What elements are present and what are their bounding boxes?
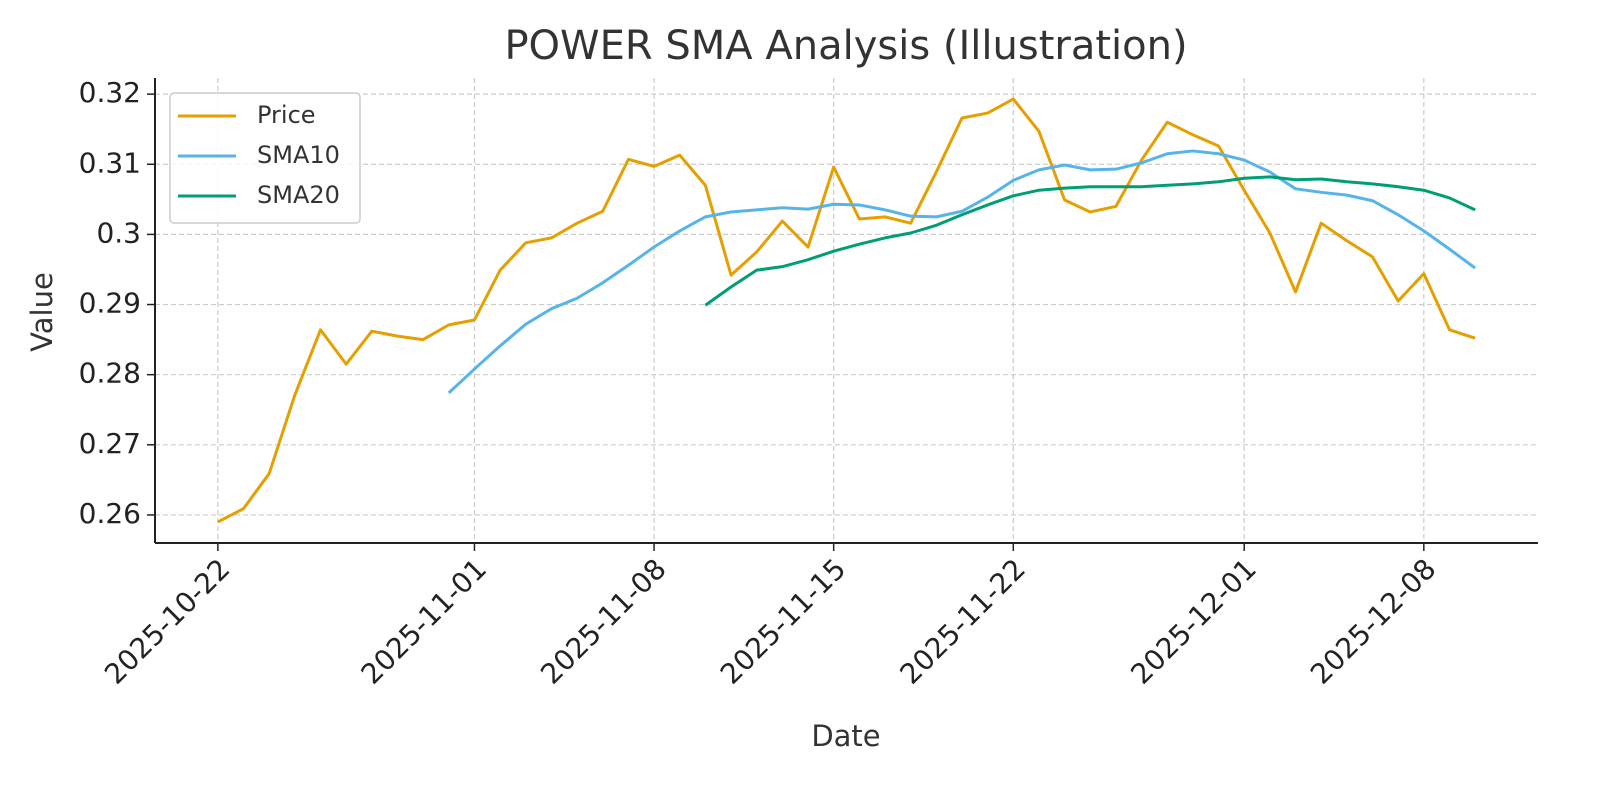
y-tick-label: 0.27 [79,427,141,460]
x-tick-label: 2025-10-22 [98,552,236,690]
x-tick-label: 2025-11-08 [534,552,672,690]
x-tick-label: 2025-12-08 [1304,552,1442,690]
line-series [704,175,1476,307]
y-tick-label: 0.26 [79,497,141,530]
line-series [217,97,1476,524]
x-tick-label: 2025-12-01 [1124,552,1262,690]
legend-box [169,92,361,224]
y-axis-label: Value [25,272,59,352]
y-tick-label: 0.31 [79,146,141,179]
x-tick-label: 2025-11-01 [355,552,493,690]
x-axis-label: Date [811,719,880,753]
legend-label: SMA10 [257,141,340,169]
y-tick-label: 0.32 [79,76,141,109]
line-series [447,149,1477,395]
legend-label: Price [257,101,316,129]
chart-title: POWER SMA Analysis (Illustration) [504,23,1187,69]
x-tick-label: 2025-11-22 [893,552,1031,690]
y-tick-label: 0.3 [96,216,141,249]
legend-label: SMA20 [257,181,340,209]
y-tick-label: 0.29 [79,287,141,320]
x-tick-label: 2025-11-15 [714,552,852,690]
y-tick-label: 0.28 [79,357,141,390]
